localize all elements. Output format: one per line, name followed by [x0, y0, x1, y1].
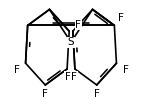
Text: F: F — [71, 72, 77, 82]
Text: S: S — [68, 37, 74, 47]
Text: F: F — [42, 89, 48, 99]
Text: F: F — [118, 13, 124, 23]
Text: F: F — [14, 65, 19, 75]
Text: F: F — [65, 72, 71, 82]
Text: F: F — [75, 20, 81, 30]
Text: F: F — [123, 65, 128, 75]
Text: F: F — [94, 89, 100, 99]
